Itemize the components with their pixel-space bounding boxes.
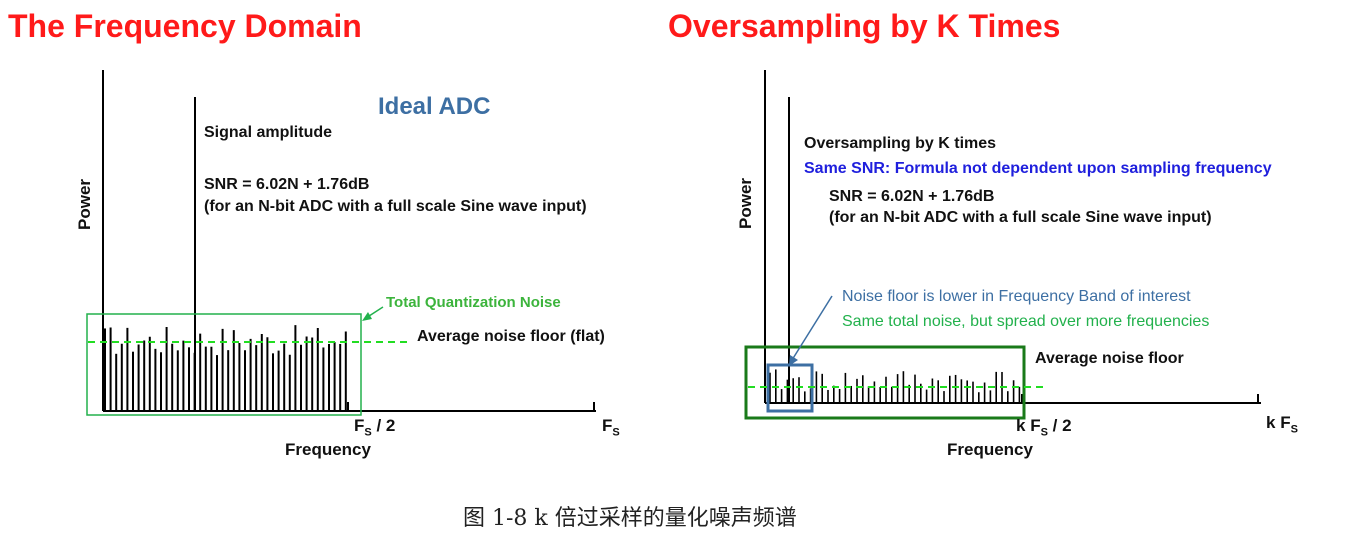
left-tqn-label: Total Quantization Noise [386, 294, 561, 311]
left-quantization-noise-box [86, 313, 362, 416]
left-signal-amplitude-label: Signal amplitude [204, 124, 333, 141]
left-fs2-label: FS / 2 [354, 416, 396, 439]
left-avg-noise-label: Average noise floor (flat) [417, 328, 605, 345]
right-title: Oversampling by K Times [668, 8, 1061, 44]
left-snr-note: (for an N-bit ADC with a full scale Sine… [204, 198, 587, 215]
right-snr-note: (for an N-bit ADC with a full scale Sine… [829, 209, 1212, 226]
figure-caption: 图 1-8 k 倍过采样的量化噪声频谱 [463, 506, 797, 531]
right-same-snr-label: Same SNR: Formula not dependent upon sam… [804, 160, 1272, 177]
right-noise-lower-note: Noise floor is lower in Frequency Band o… [842, 288, 1191, 305]
left-title: The Frequency Domain [8, 8, 362, 44]
left-y-axis-label: Power [75, 178, 94, 230]
left-noise-bars [104, 325, 347, 411]
right-same-total-note: Same total noise, but spread over more f… [842, 313, 1210, 330]
left-fs-label: FS [602, 416, 620, 439]
right-snr-formula: SNR = 6.02N + 1.76dB [829, 188, 995, 205]
right-band-arrow [791, 295, 833, 361]
left-tqn-arrowhead [362, 312, 372, 321]
right-kfs-label: k FS [1266, 413, 1298, 436]
left-panel [86, 70, 596, 416]
left-x-axis-label: Frequency [285, 440, 371, 459]
right-panel [744, 70, 1261, 420]
left-snr-formula: SNR = 6.02N + 1.76dB [204, 176, 370, 193]
right-band-arrowhead [789, 355, 798, 366]
right-y-axis-label: Power [736, 177, 755, 229]
right-avg-noise-label: Average noise floor [1035, 350, 1184, 367]
ideal-adc-label: Ideal ADC [378, 93, 491, 120]
right-kfs2-label: k FS / 2 [1016, 416, 1072, 439]
right-oversampling-label: Oversampling by K times [804, 135, 997, 152]
right-total-noise-box [744, 345, 1026, 420]
right-x-axis-label: Frequency [947, 440, 1033, 459]
